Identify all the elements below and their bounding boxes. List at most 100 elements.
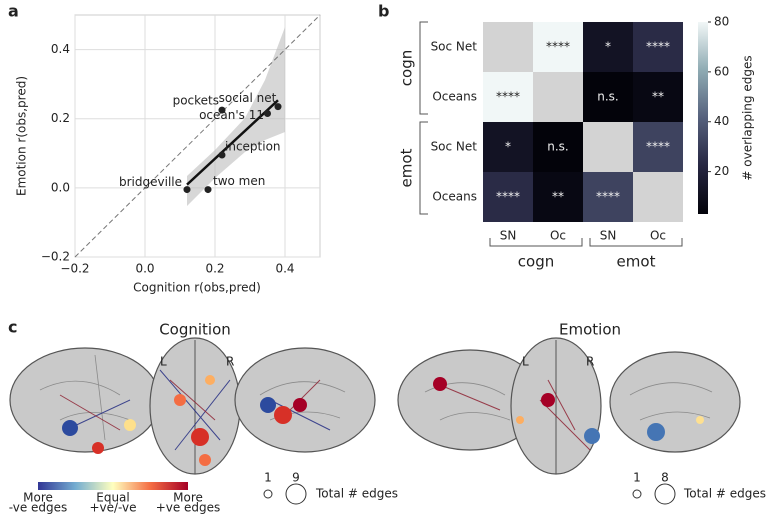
fit-line: [186, 99, 279, 186]
diagonal-cell: [483, 22, 533, 72]
brain-title: Emotion: [559, 321, 621, 339]
col-label: SN: [600, 229, 617, 243]
col-label: Oc: [650, 229, 666, 243]
hemisphere-label: R: [226, 355, 234, 369]
col-label: SN: [500, 229, 517, 243]
data-point: [264, 110, 271, 118]
diagonal-cell: [583, 122, 633, 172]
heatmap-cell: [483, 122, 533, 172]
heatmap-cell: [583, 22, 633, 72]
data-point: [204, 186, 212, 194]
cell-annotation: *: [605, 40, 611, 54]
data-point: [218, 106, 226, 114]
x-axis-label: Cognition r(obs,pred): [133, 281, 261, 295]
point-label: ocean's 11: [199, 108, 264, 122]
colorbar: [698, 22, 708, 214]
edge-colorbar-label: More: [23, 491, 53, 505]
group-label: cogn: [518, 253, 554, 271]
size-legend-label: Total # edges: [315, 487, 398, 501]
size-legends: 1 9 Total # edges 1 8 Total # edges: [263, 471, 766, 505]
point-label: pockets: [173, 94, 219, 108]
heatmap-cell: [633, 72, 683, 122]
heatmap-cell: [483, 72, 533, 122]
edge-colorbar-label: +ve/-ve: [89, 501, 136, 515]
x-tick-label: 0.4: [275, 262, 294, 276]
panel-letter: b: [378, 2, 389, 21]
heatmap-cell: [533, 172, 583, 222]
y-tick-label: −0.2: [41, 250, 70, 264]
identity-line: [74, 14, 321, 258]
edge-colorbar-label: More: [173, 491, 203, 505]
size-legend-max: 9: [292, 471, 300, 485]
cell-annotation: ****: [496, 190, 520, 204]
edge-colorbar: [38, 482, 188, 490]
size-legend-max-circle: [285, 483, 307, 505]
colorbar-tick-label: 80: [714, 15, 729, 29]
data-point: [274, 103, 282, 111]
diagonal-cell: [533, 72, 583, 122]
data-point: [183, 186, 191, 194]
x-tick-label: 0.0: [135, 262, 154, 276]
edge-colorbar-label: +ve edges: [156, 501, 221, 515]
edge-colorbar-label: -ve edges: [9, 501, 68, 515]
heatmap-cell: [633, 122, 683, 172]
heatmap-cell: [533, 22, 583, 72]
cell-annotation: ****: [596, 190, 620, 204]
colorbar-tick-label: 20: [714, 164, 729, 178]
cell-annotation: ****: [646, 40, 670, 54]
heatmap-cell: [533, 122, 583, 172]
point-label: inception: [225, 140, 281, 154]
cell-annotation: ****: [546, 40, 570, 54]
heatmap-cell: [483, 172, 533, 222]
row-label: Oceans: [432, 190, 477, 204]
x-tick-label: −0.2: [60, 262, 89, 276]
scatter-panel: [74, 14, 321, 258]
size-legend-min-circle: [263, 489, 273, 499]
x-tick-label: 0.2: [205, 262, 224, 276]
group-label: cogn: [398, 50, 416, 86]
cell-annotation: n.s.: [597, 90, 619, 104]
colorbar-tick-label: 40: [714, 114, 729, 128]
hemisphere-label: L: [522, 355, 529, 369]
col-label: Oc: [550, 229, 566, 243]
colorbar-label: # overlapping edges: [741, 55, 755, 180]
point-label: bridgeville: [119, 175, 182, 189]
panel-letter: c: [8, 318, 17, 337]
point-label: two men: [213, 174, 265, 188]
bracket: [419, 21, 428, 115]
y-tick-label: 0.4: [51, 42, 70, 56]
row-label: Oceans: [432, 90, 477, 104]
row-label: Soc Net: [431, 40, 478, 54]
hemisphere-label: L: [160, 355, 167, 369]
point-label: social net: [219, 91, 277, 105]
size-legend-max: 8: [661, 471, 669, 485]
heatmap-cell: [583, 72, 633, 122]
row-label: Soc Net: [431, 140, 478, 154]
size-legend-min: 1: [633, 471, 641, 485]
size-legend-max-circle: [654, 483, 676, 505]
size-legend-min: 1: [264, 471, 272, 485]
panel-letter: a: [8, 2, 19, 21]
hemisphere-label: R: [586, 355, 594, 369]
edge-colorbar-label: Equal: [96, 491, 130, 505]
group-label: emot: [398, 148, 416, 187]
y-tick-label: 0.2: [51, 111, 70, 125]
bracket: [589, 238, 683, 247]
cell-annotation: **: [652, 90, 664, 104]
bracket: [489, 238, 583, 247]
cell-annotation: ****: [646, 140, 670, 154]
brain-title: Cognition: [159, 321, 231, 339]
cell-annotation: ****: [496, 90, 520, 104]
data-point: [218, 151, 226, 159]
brain-illustrations: [9, 337, 741, 475]
size-legend-label: Total # edges: [683, 487, 766, 501]
cell-annotation: **: [552, 190, 564, 204]
y-tick-label: 0.0: [51, 180, 70, 194]
group-label: emot: [617, 253, 656, 271]
y-axis-label: Emotion r(obs,pred): [15, 76, 29, 196]
heatmap-cell: [633, 22, 683, 72]
bracket: [419, 121, 428, 215]
colorbar-tick-label: 60: [714, 64, 729, 78]
